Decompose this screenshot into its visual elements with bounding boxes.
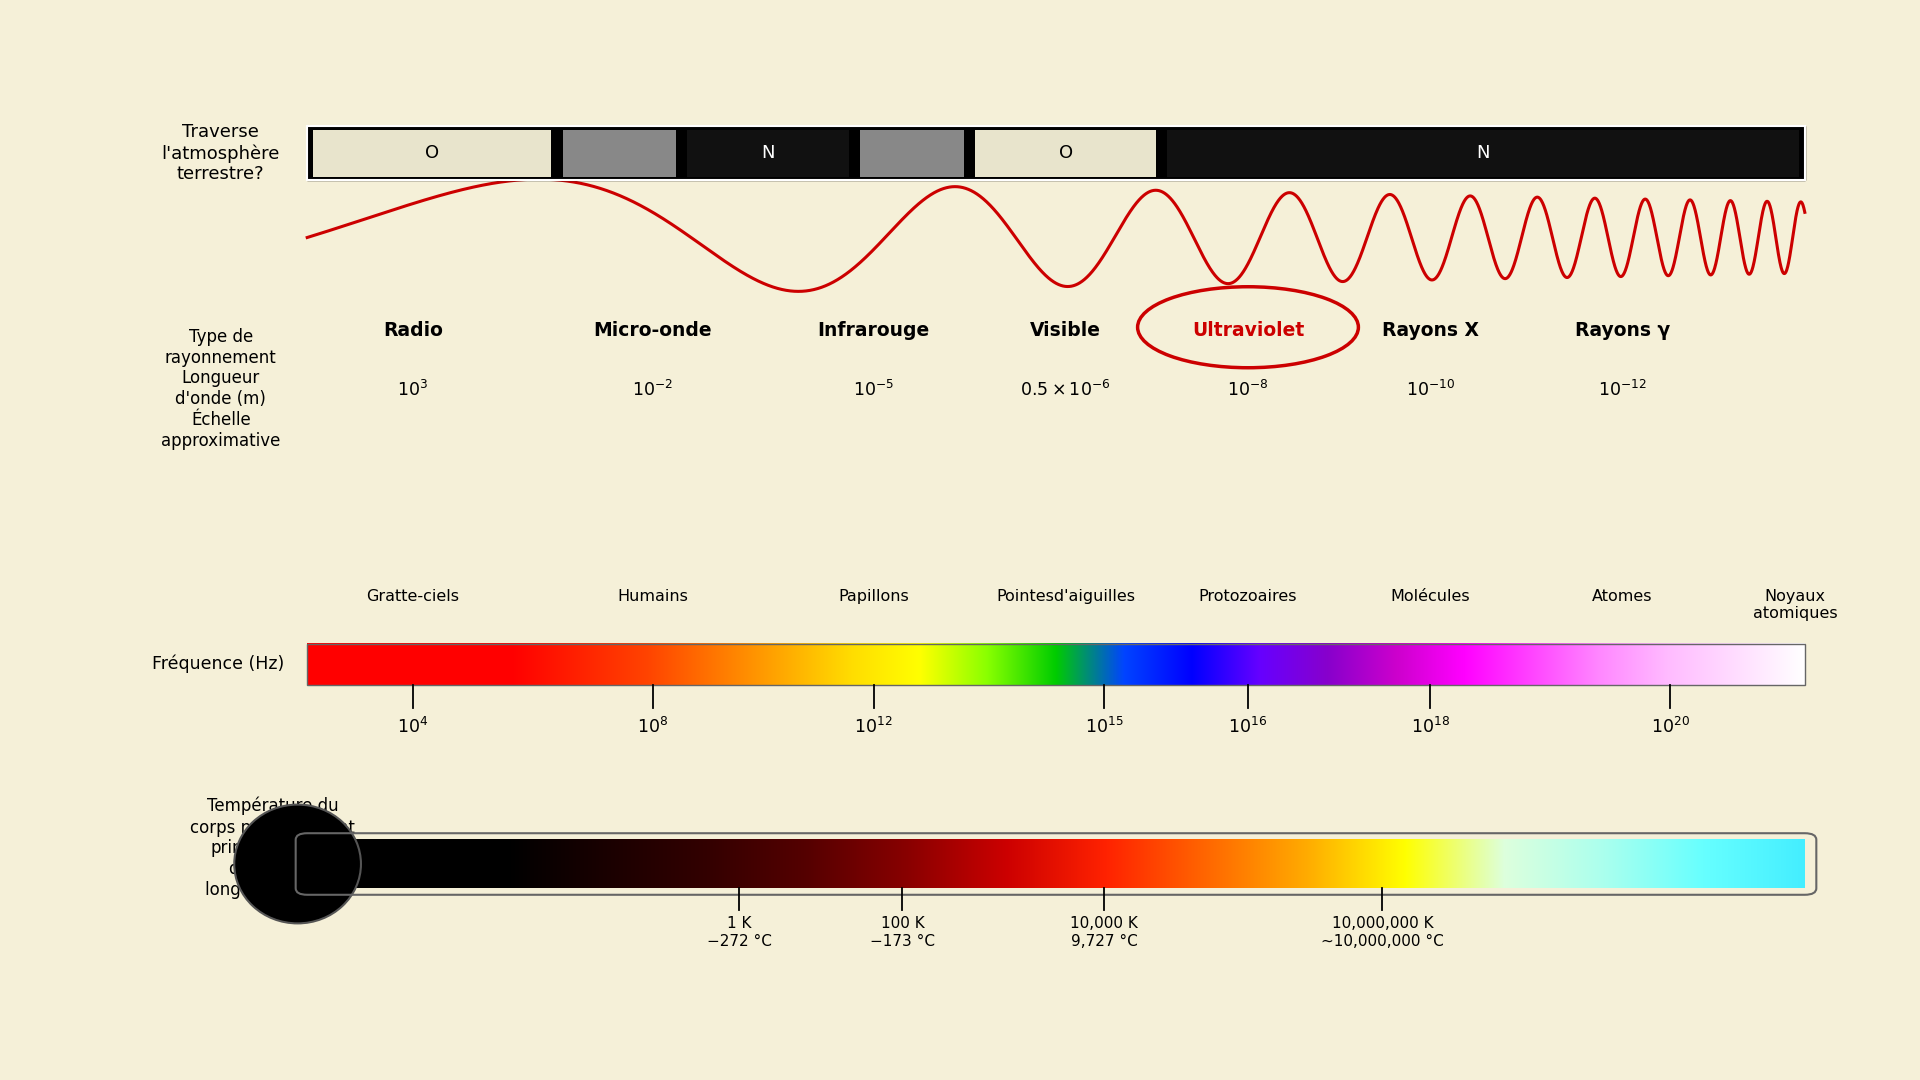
Bar	[307, 644, 1805, 685]
Bar	[860, 130, 964, 177]
Text: $10^{15}$: $10^{15}$	[1085, 717, 1123, 738]
Bar	[687, 130, 849, 177]
Text: $10^{-10}$: $10^{-10}$	[1405, 380, 1455, 401]
Text: Rayons X: Rayons X	[1382, 321, 1478, 340]
Ellipse shape	[234, 805, 361, 923]
Text: $10^{12}$: $10^{12}$	[854, 717, 893, 738]
Text: $10^{-12}$: $10^{-12}$	[1597, 380, 1647, 401]
Text: Radio: Radio	[382, 321, 444, 340]
Text: Ultraviolet: Ultraviolet	[1192, 321, 1304, 340]
Text: 100 K
−173 °C: 100 K −173 °C	[870, 916, 935, 948]
Text: Gratte-ciels: Gratte-ciels	[367, 589, 459, 604]
Text: Atomes: Atomes	[1592, 589, 1653, 604]
Text: N: N	[1476, 145, 1490, 162]
Text: $10^{8}$: $10^{8}$	[637, 717, 668, 738]
Text: Rayons γ: Rayons γ	[1574, 321, 1670, 340]
Text: $10^{-5}$: $10^{-5}$	[852, 380, 895, 401]
Text: O: O	[1058, 145, 1073, 162]
Text: $10^{3}$: $10^{3}$	[397, 380, 428, 401]
Text: Infrarouge: Infrarouge	[818, 321, 929, 340]
Text: 10,000,000 K
~10,000,000 °C: 10,000,000 K ~10,000,000 °C	[1321, 916, 1444, 948]
Text: $10^{-2}$: $10^{-2}$	[632, 380, 674, 401]
Text: $0.5\times10^{-6}$: $0.5\times10^{-6}$	[1020, 380, 1112, 401]
Text: $10^{20}$: $10^{20}$	[1651, 717, 1690, 738]
Text: Protozoaires: Protozoaires	[1198, 589, 1298, 604]
Text: Molécules: Molécules	[1390, 589, 1471, 604]
Bar	[307, 126, 1805, 180]
Text: O: O	[424, 145, 440, 162]
Bar	[313, 130, 551, 177]
Bar	[975, 130, 1156, 177]
Text: $10^{4}$: $10^{4}$	[397, 717, 428, 738]
Text: $10^{16}$: $10^{16}$	[1229, 717, 1267, 738]
Text: Papillons: Papillons	[839, 589, 908, 604]
Text: Humains: Humains	[618, 589, 687, 604]
Text: Fréquence (Hz): Fréquence (Hz)	[152, 654, 284, 674]
Text: 10,000 K
9,727 °C: 10,000 K 9,727 °C	[1069, 916, 1139, 948]
Text: Température du
corps noir émettant
principalement
dans cette
longueur d'onde: Température du corps noir émettant princ…	[190, 797, 355, 899]
Text: Pointesd'aiguilles: Pointesd'aiguilles	[996, 589, 1135, 604]
Bar	[307, 126, 1805, 180]
Text: Traverse
l'atmosphère
terrestre?: Traverse l'atmosphère terrestre?	[161, 123, 280, 184]
Bar	[1167, 130, 1799, 177]
Text: Visible: Visible	[1031, 321, 1100, 340]
Text: $10^{-8}$: $10^{-8}$	[1227, 380, 1269, 401]
Text: Noyaux
atomiques: Noyaux atomiques	[1753, 589, 1837, 621]
Bar	[563, 130, 676, 177]
Text: 1 K
−272 °C: 1 K −272 °C	[707, 916, 772, 948]
Text: $10^{18}$: $10^{18}$	[1411, 717, 1450, 738]
Text: Type de
rayonnement
Longueur
d'onde (m)
Échelle
approximative: Type de rayonnement Longueur d'onde (m) …	[161, 328, 280, 449]
Text: N: N	[760, 145, 776, 162]
Text: Micro-onde: Micro-onde	[593, 321, 712, 340]
